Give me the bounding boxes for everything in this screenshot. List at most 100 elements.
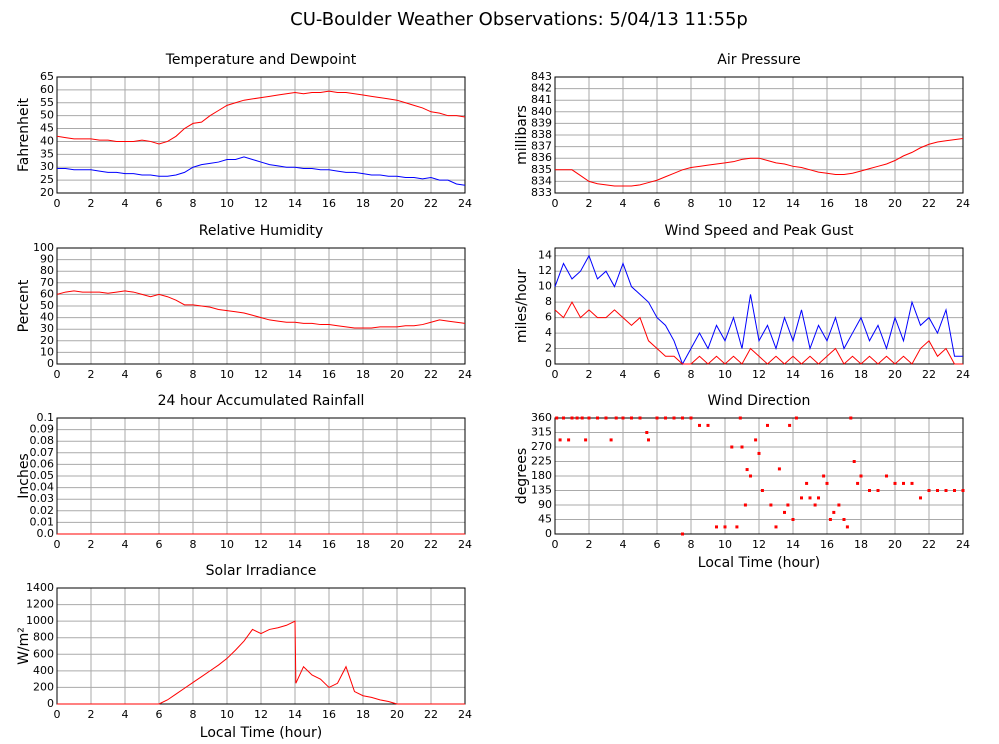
data-point <box>689 416 693 420</box>
x-tick-label: 24 <box>458 368 472 381</box>
y-tick-label: 40 <box>40 311 54 324</box>
y-tick-label: 180 <box>531 469 552 482</box>
x-tick-label: 24 <box>956 538 970 551</box>
chart-panel: Wind Direction degrees Local Time (hour) 0 2… <box>514 393 970 571</box>
data-point <box>961 489 965 492</box>
x-tick-label: 22 <box>424 197 438 210</box>
data-point <box>876 489 880 492</box>
y-axis-label: W/m² <box>16 627 32 665</box>
x-tick-label: 0 <box>54 708 61 721</box>
y-tick-label: 70 <box>40 276 54 289</box>
x-tick-label: 18 <box>854 368 868 381</box>
data-point <box>859 474 863 478</box>
plot-border <box>56 247 466 365</box>
y-tick-label: 50 <box>40 109 54 122</box>
y-tick-label: 4 <box>545 326 552 339</box>
y-tick-label: 10 <box>538 280 552 293</box>
x-tick-label: 16 <box>820 197 834 210</box>
x-tick-label: 24 <box>956 197 970 210</box>
data-point <box>655 416 659 420</box>
data-point <box>614 416 618 420</box>
data-point <box>953 489 956 492</box>
y-tick-label: 30 <box>40 322 54 335</box>
y-tick-label: 14 <box>538 249 552 262</box>
x-tick-label: 18 <box>356 538 370 551</box>
data-line <box>554 254 963 366</box>
y-tick-label: 800 <box>33 631 54 644</box>
chart-title: Air Pressure <box>717 52 800 68</box>
data-point <box>575 416 579 420</box>
x-tick-label: 16 <box>820 538 834 551</box>
data-point <box>885 474 888 478</box>
data-point <box>856 481 860 485</box>
x-tick-label: 24 <box>458 708 472 721</box>
x-tick-label: 16 <box>322 538 336 551</box>
figure-title: CU-Boulder Weather Observations: 5/04/13… <box>290 9 748 30</box>
x-tick-label: 24 <box>458 197 472 210</box>
x-tick-label: 4 <box>620 368 627 381</box>
data-point <box>936 489 939 492</box>
data-point <box>664 416 667 420</box>
data-point <box>740 445 744 449</box>
data-point <box>927 489 931 492</box>
x-tick-label: 16 <box>820 368 834 381</box>
x-tick-label: 22 <box>424 538 438 551</box>
chart-title: 24 hour Accumulated Rainfall <box>158 393 365 409</box>
y-tick-label: 20 <box>40 334 54 347</box>
y-tick-label: 835 <box>531 163 552 176</box>
x-tick-label: 6 <box>156 538 163 551</box>
x-tick-label: 10 <box>718 368 732 381</box>
y-axis-label: Fahrenheit <box>16 97 32 172</box>
data-line <box>57 156 466 186</box>
data-point <box>757 451 761 455</box>
x-tick-label: 8 <box>190 708 197 721</box>
data-point <box>910 481 914 485</box>
y-tick-label: 60 <box>40 83 54 96</box>
y-tick-label: 0.05 <box>30 469 55 482</box>
data-point <box>681 532 684 536</box>
x-tick-label: 6 <box>156 708 163 721</box>
data-point <box>604 416 608 420</box>
x-tick-label: 10 <box>220 538 234 551</box>
data-point <box>825 481 829 485</box>
data-point <box>754 438 758 442</box>
x-tick-label: 8 <box>688 538 695 551</box>
x-tick-label: 0 <box>54 368 61 381</box>
y-tick-label: 0.06 <box>30 457 55 470</box>
y-tick-label: 1400 <box>26 581 54 594</box>
y-tick-label: 6 <box>545 311 552 324</box>
y-tick-label: 35 <box>40 147 54 160</box>
x-tick-label: 16 <box>322 197 336 210</box>
data-point <box>944 489 948 492</box>
y-tick-label: 225 <box>531 455 552 468</box>
x-tick-label: 2 <box>88 368 95 381</box>
y-tick-label: 400 <box>33 664 54 677</box>
x-tick-label: 14 <box>288 368 302 381</box>
x-tick-label: 16 <box>322 368 336 381</box>
data-point <box>596 416 599 420</box>
y-tick-label: 0 <box>47 357 54 370</box>
x-tick-label: 20 <box>390 538 404 551</box>
x-tick-label: 0 <box>54 538 61 551</box>
data-point <box>766 423 769 427</box>
x-tick-label: 10 <box>718 538 732 551</box>
data-line <box>56 290 466 329</box>
data-point <box>567 438 571 442</box>
data-point <box>845 525 849 529</box>
y-tick-label: 842 <box>531 82 552 95</box>
x-tick-label: 18 <box>356 368 370 381</box>
x-tick-label: 14 <box>786 368 800 381</box>
y-tick-label: 833 <box>531 186 552 199</box>
data-point <box>791 518 795 521</box>
data-point <box>580 416 584 420</box>
y-tick-label: 135 <box>531 484 552 497</box>
y-tick-label: 65 <box>40 70 54 83</box>
y-tick-label: 836 <box>531 151 552 164</box>
data-point <box>621 416 625 420</box>
x-tick-label: 8 <box>688 368 695 381</box>
x-tick-label: 0 <box>552 197 559 210</box>
y-tick-label: 12 <box>538 264 552 277</box>
x-tick-label: 8 <box>688 197 695 210</box>
y-tick-label: 20 <box>40 186 54 199</box>
